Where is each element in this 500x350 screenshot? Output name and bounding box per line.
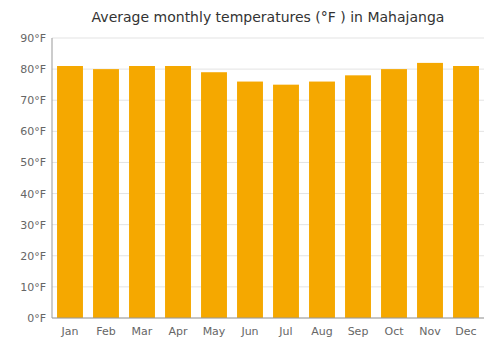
x-tick-label: Jun [240,325,258,338]
y-tick-label: 20°F [20,250,46,263]
x-tick-label: Feb [96,325,115,338]
bar [93,69,119,318]
grid-line [52,318,484,319]
x-tick-label: Apr [168,325,188,338]
x-tick-label: Jul [278,325,292,338]
chart-container: Average monthly temperatures (°F ) in Ma… [0,0,500,350]
bar [201,72,227,318]
bar [273,85,299,318]
y-tick-label: 50°F [20,156,46,169]
y-axis-line [52,38,53,318]
bar [417,63,443,318]
x-tick-label: Jan [61,325,79,338]
grid [52,38,484,318]
y-tick-label: 30°F [20,219,46,232]
bars [57,63,479,318]
x-axis-labels: Jan Feb Mar Apr May Jun Jul Aug Sep Oct Nov Dec [61,325,477,338]
bar [453,66,479,318]
x-tick-label: Dec [455,325,476,338]
y-tick-label: 80°F [20,63,46,76]
x-axis-line [52,318,484,319]
y-tick-label: 0°F [27,312,46,325]
x-tick-label: May [203,325,226,338]
bar [309,82,335,318]
bar [129,66,155,318]
x-tick-label: Aug [311,325,332,338]
grid-line [52,38,484,39]
x-tick-label: Mar [132,325,153,338]
y-tick-label: 70°F [20,94,46,107]
y-axis-labels: 0°F 10°F 20°F 30°F 40°F 50°F 60°F 70°F 80°F 90°F [20,32,46,325]
y-tick-label: 60°F [20,125,46,138]
y-tick-label: 40°F [20,188,46,201]
chart: Average monthly temperatures (°F ) in Ma… [0,0,500,350]
bar [345,75,371,318]
bar [237,82,263,318]
title: Average monthly temperatures (°F ) in Ma… [92,9,445,25]
y-tick-label: 90°F [20,32,46,45]
y-tick-label: 10°F [20,281,46,294]
bar [57,66,83,318]
bar [381,69,407,318]
x-tick-label: Sep [348,325,369,338]
x-tick-label: Nov [419,325,441,338]
x-tick-label: Oct [384,325,404,338]
bar [165,66,191,318]
